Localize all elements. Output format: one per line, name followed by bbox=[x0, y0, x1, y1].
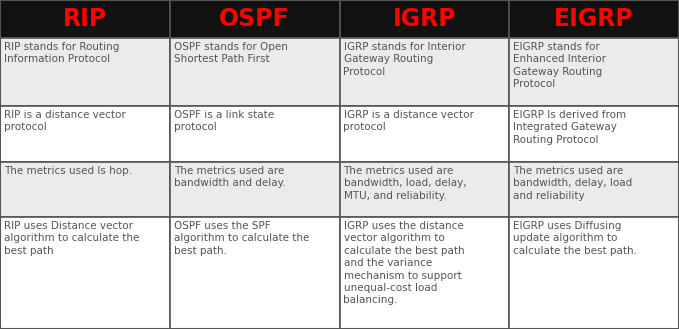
Bar bbox=[340, 162, 509, 217]
Bar bbox=[340, 38, 509, 106]
Bar bbox=[340, 106, 509, 162]
Bar bbox=[0, 0, 170, 38]
Text: The metrics used are
bandwidth, load, delay,
MTU, and reliability.: The metrics used are bandwidth, load, de… bbox=[344, 166, 466, 201]
Text: RIP uses Distance vector
algorithm to calculate the
best path: RIP uses Distance vector algorithm to ca… bbox=[4, 221, 139, 256]
Bar bbox=[509, 217, 679, 329]
Text: The metrics used Is hop.: The metrics used Is hop. bbox=[4, 166, 132, 176]
Bar bbox=[0, 217, 170, 329]
Text: IGRP is a distance vector
protocol: IGRP is a distance vector protocol bbox=[344, 110, 473, 132]
Bar bbox=[340, 0, 509, 38]
Bar bbox=[0, 106, 170, 162]
Bar bbox=[170, 0, 340, 38]
Bar bbox=[509, 162, 679, 217]
Text: The metrics used are
bandwidth and delay.: The metrics used are bandwidth and delay… bbox=[174, 166, 285, 189]
Bar bbox=[170, 106, 340, 162]
Bar bbox=[0, 38, 170, 106]
Text: EIGRP Is derived from
Integrated Gateway
Routing Protocol: EIGRP Is derived from Integrated Gateway… bbox=[513, 110, 626, 145]
Text: IGRP: IGRP bbox=[392, 7, 456, 31]
Text: OSPF: OSPF bbox=[219, 7, 290, 31]
Bar bbox=[170, 162, 340, 217]
Text: OSPF is a link state
protocol: OSPF is a link state protocol bbox=[174, 110, 274, 132]
Text: RIP is a distance vector
protocol: RIP is a distance vector protocol bbox=[4, 110, 126, 132]
Bar bbox=[170, 38, 340, 106]
Text: IGRP uses the distance
vector algorithm to
calculate the best path
and the varia: IGRP uses the distance vector algorithm … bbox=[344, 221, 464, 305]
Bar bbox=[509, 38, 679, 106]
Bar bbox=[509, 0, 679, 38]
Bar bbox=[340, 217, 509, 329]
Bar bbox=[0, 162, 170, 217]
Text: EIGRP: EIGRP bbox=[554, 7, 634, 31]
Text: RIP stands for Routing
Information Protocol: RIP stands for Routing Information Proto… bbox=[4, 42, 120, 64]
Text: OSPF uses the SPF
algorithm to calculate the
best path.: OSPF uses the SPF algorithm to calculate… bbox=[174, 221, 309, 256]
Text: EIGRP stands for
Enhanced Interior
Gateway Routing
Protocol: EIGRP stands for Enhanced Interior Gatew… bbox=[513, 42, 606, 89]
Bar bbox=[170, 217, 340, 329]
Text: EIGRP uses Diffusing
update algorithm to
calculate the best path.: EIGRP uses Diffusing update algorithm to… bbox=[513, 221, 638, 256]
Text: The metrics used are
bandwidth, delay, load
and reliability: The metrics used are bandwidth, delay, l… bbox=[513, 166, 633, 201]
Text: OSPF stands for Open
Shortest Path First: OSPF stands for Open Shortest Path First bbox=[174, 42, 288, 64]
Bar bbox=[509, 106, 679, 162]
Text: RIP: RIP bbox=[62, 7, 107, 31]
Text: IGRP stands for Interior
Gateway Routing
Protocol: IGRP stands for Interior Gateway Routing… bbox=[344, 42, 465, 77]
